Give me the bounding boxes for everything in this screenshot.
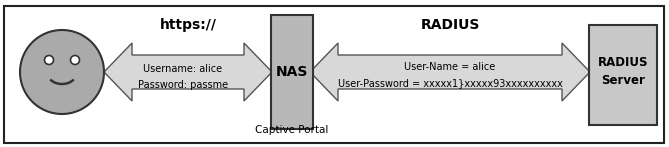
Text: Username: alice
Password: passme: Username: alice Password: passme — [138, 64, 228, 90]
Polygon shape — [310, 43, 590, 101]
Circle shape — [45, 56, 54, 65]
Circle shape — [20, 30, 104, 114]
Text: User-Name = alice
User-Password = xxxxx1}xxxxx93xxxxxxxxxx: User-Name = alice User-Password = xxxxx1… — [338, 62, 563, 88]
Bar — [271, 15, 313, 129]
Text: https://: https:// — [159, 18, 217, 32]
Text: RADIUS
Server: RADIUS Server — [597, 56, 648, 87]
Bar — [589, 25, 657, 125]
Text: NAS: NAS — [276, 65, 308, 79]
Text: Captive Portal: Captive Portal — [256, 125, 328, 135]
Polygon shape — [104, 43, 272, 101]
Text: RADIUS: RADIUS — [420, 18, 480, 32]
Circle shape — [70, 56, 80, 65]
